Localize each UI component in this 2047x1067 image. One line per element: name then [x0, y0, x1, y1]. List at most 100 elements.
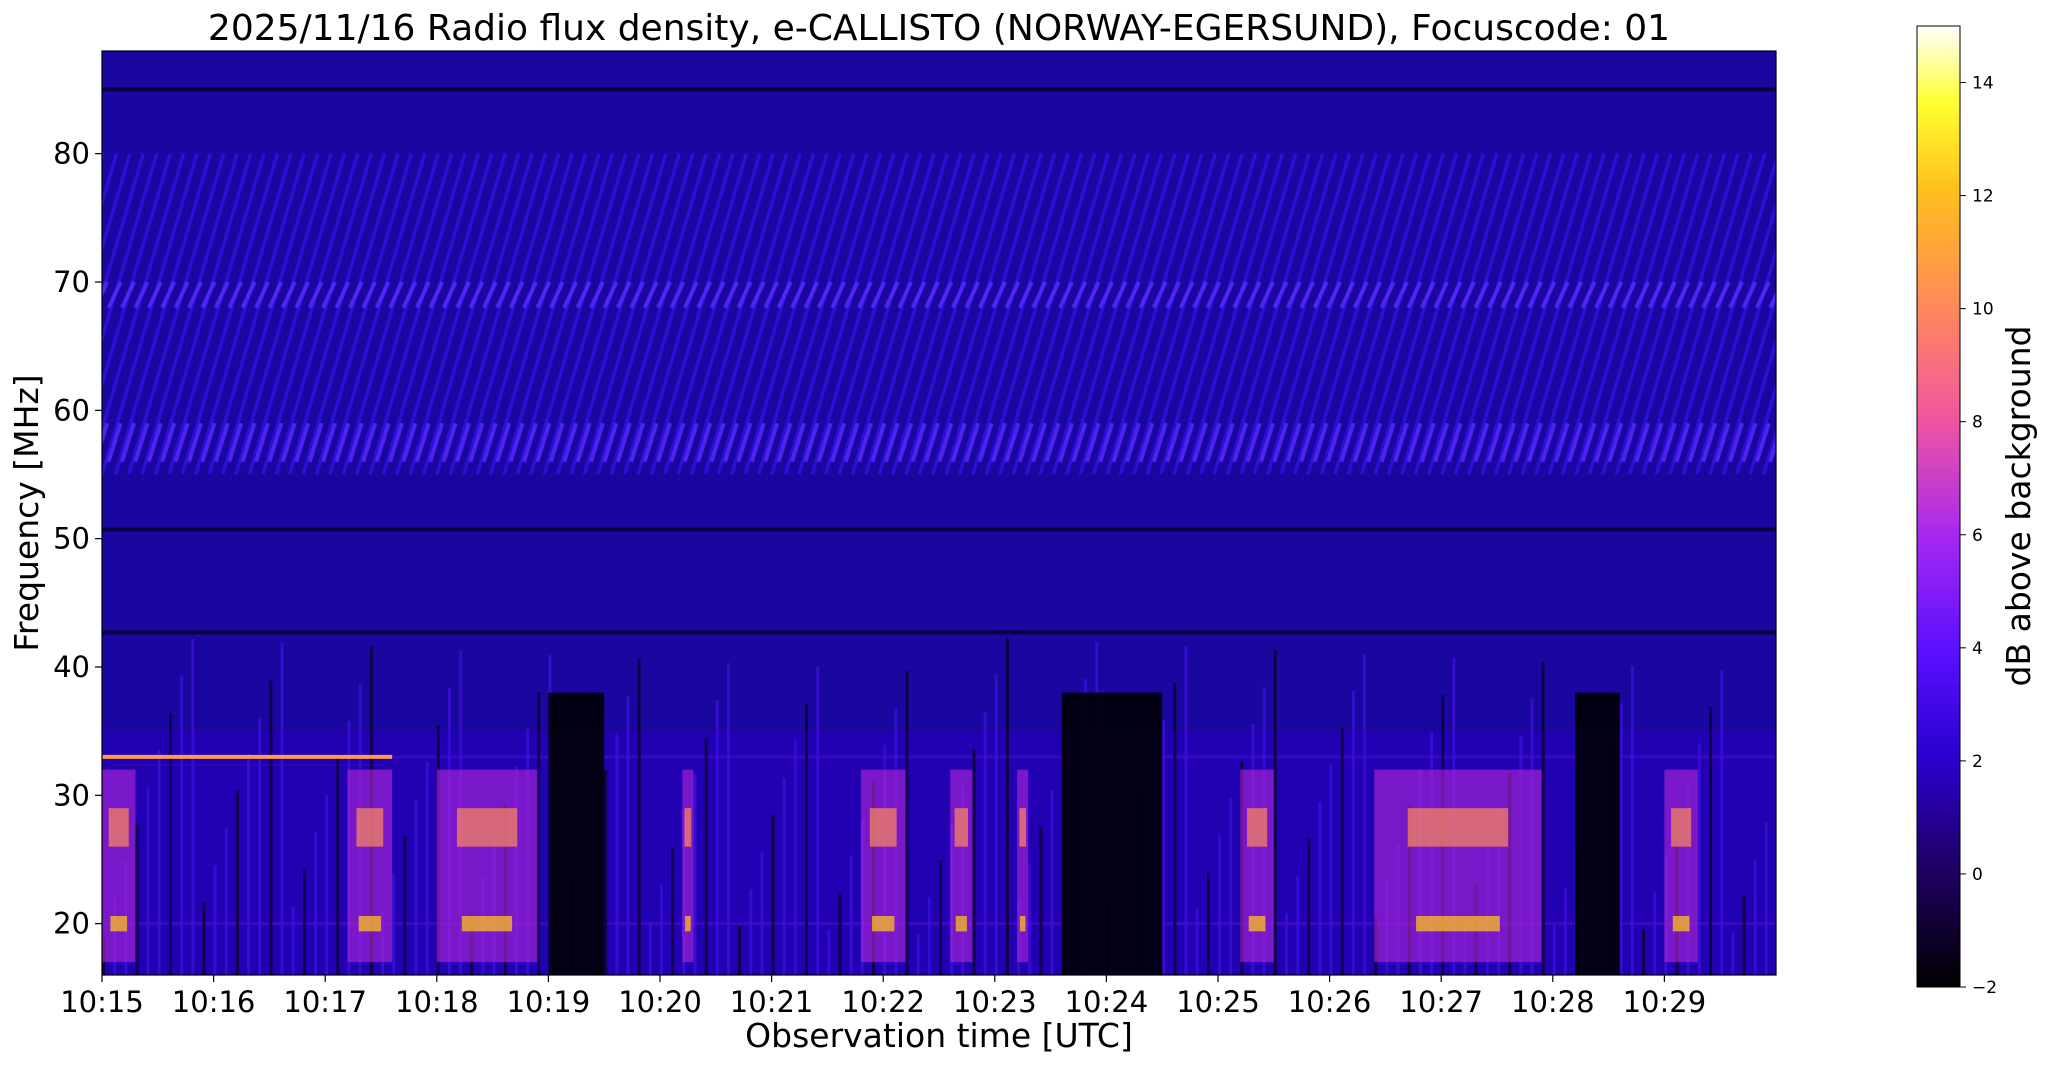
x-tick-label: 10:24 [1065, 985, 1149, 1019]
stripe-bright [307, 281, 324, 309]
stripe-bright [441, 422, 458, 463]
stripe [488, 153, 588, 475]
stripe-bright [656, 281, 672, 309]
stripe-bright [1406, 281, 1423, 309]
stripe-bright [267, 422, 284, 463]
stripe-bright [1594, 281, 1610, 309]
stripe-bright [1851, 423, 1863, 462]
stripe-bright [1071, 422, 1088, 463]
stripe-bright [964, 281, 981, 309]
stripe [984, 153, 1084, 475]
low-band-column [939, 860, 942, 975]
stripe-bright [1044, 422, 1061, 463]
low-band-column [983, 712, 987, 975]
stripe [102, 153, 199, 475]
stripe-bright [790, 281, 806, 309]
stripe-bright [1728, 422, 1744, 463]
stripe-bright [548, 422, 565, 463]
stripe [689, 153, 789, 475]
stripe-bright [1527, 422, 1543, 463]
stripe-bright [1701, 422, 1718, 463]
low-band-column [425, 762, 429, 975]
stripe-bright [294, 422, 311, 463]
stripe [153, 153, 253, 475]
burst-core [108, 808, 129, 847]
low-band-column [838, 893, 842, 975]
stripe [797, 153, 896, 475]
stripe-bright [374, 281, 391, 309]
stripe [756, 153, 856, 475]
stripe-bright [656, 422, 672, 463]
stripe [1507, 153, 1606, 475]
stripe-bright [254, 281, 270, 309]
stripe-bright [1, 282, 13, 308]
colorbar: −2 0 2 4 6 8 10 12 14 dB above background [1916, 25, 2038, 998]
stripe-bright [1620, 281, 1637, 309]
stripe-bright [82, 423, 94, 462]
stripe-bright [1031, 422, 1048, 463]
stripe [1212, 153, 1311, 475]
stripe-bright [830, 281, 847, 309]
stripe [408, 153, 507, 475]
stripe [1172, 153, 1271, 475]
stripe-bright [950, 281, 967, 309]
stripe-bright [1647, 281, 1664, 309]
x-tick-label: 10:15 [60, 985, 144, 1019]
stripe-bright [937, 281, 954, 309]
stripe-bright [870, 422, 887, 463]
low-band-column [671, 848, 675, 975]
low-band-column [916, 934, 920, 975]
stripe-bright [562, 281, 579, 309]
stripe-bright [1259, 281, 1275, 309]
stripe-bright [696, 281, 713, 309]
low-band-column [302, 869, 306, 975]
stripe-bright [481, 281, 498, 309]
stripe-bright [55, 423, 67, 462]
low-band-column [704, 737, 708, 975]
stripe [102, 153, 146, 300]
colorbar-ticks: −2 0 2 4 6 8 10 12 14 [1960, 74, 1997, 998]
stripe [1225, 153, 1325, 475]
stripe [1105, 153, 1204, 475]
stripe [462, 153, 561, 475]
stripe-bright [388, 281, 404, 309]
stripe-bright [1151, 281, 1168, 309]
stripe [1775, 471, 1776, 475]
stripe-bright [950, 422, 967, 463]
stripe-bright [42, 282, 54, 308]
stripe-bright [106, 281, 123, 309]
stripe-bright [1004, 422, 1021, 463]
low-band-column [1050, 790, 1054, 975]
stripe-bright [749, 422, 766, 463]
stripe-bright [1138, 281, 1155, 309]
stripe [1708, 245, 1776, 475]
stripe-bright [1553, 281, 1570, 309]
stripe [890, 153, 990, 475]
low-band-column [1642, 929, 1646, 975]
low-band-column [1753, 859, 1757, 975]
stripe-bright [602, 422, 619, 463]
stripe [1359, 153, 1459, 475]
stripe-bright [1985, 423, 1997, 462]
stripe-bright [1339, 422, 1356, 463]
stripe-bright [1352, 422, 1369, 463]
low-band-column [168, 713, 172, 975]
stripe-bright [535, 422, 552, 463]
stripe [301, 153, 400, 475]
stripe [1011, 153, 1110, 475]
stripe [917, 153, 1017, 475]
stripe-bright [589, 281, 605, 309]
stripe-bright [1728, 281, 1744, 309]
low-band-column [213, 865, 217, 975]
stripe-bright [1232, 422, 1249, 463]
stripe-bright [414, 281, 431, 309]
stripe-bright [1768, 436, 1776, 463]
low-band-column [180, 676, 184, 975]
stripe-bright [1620, 422, 1637, 463]
stripe-bright [830, 422, 847, 463]
low-band-column [1720, 670, 1724, 975]
stripe-bright [723, 422, 739, 463]
low-band-column [1363, 654, 1367, 975]
stripe-bright [1272, 281, 1289, 309]
stripe-bright [1864, 282, 1876, 308]
